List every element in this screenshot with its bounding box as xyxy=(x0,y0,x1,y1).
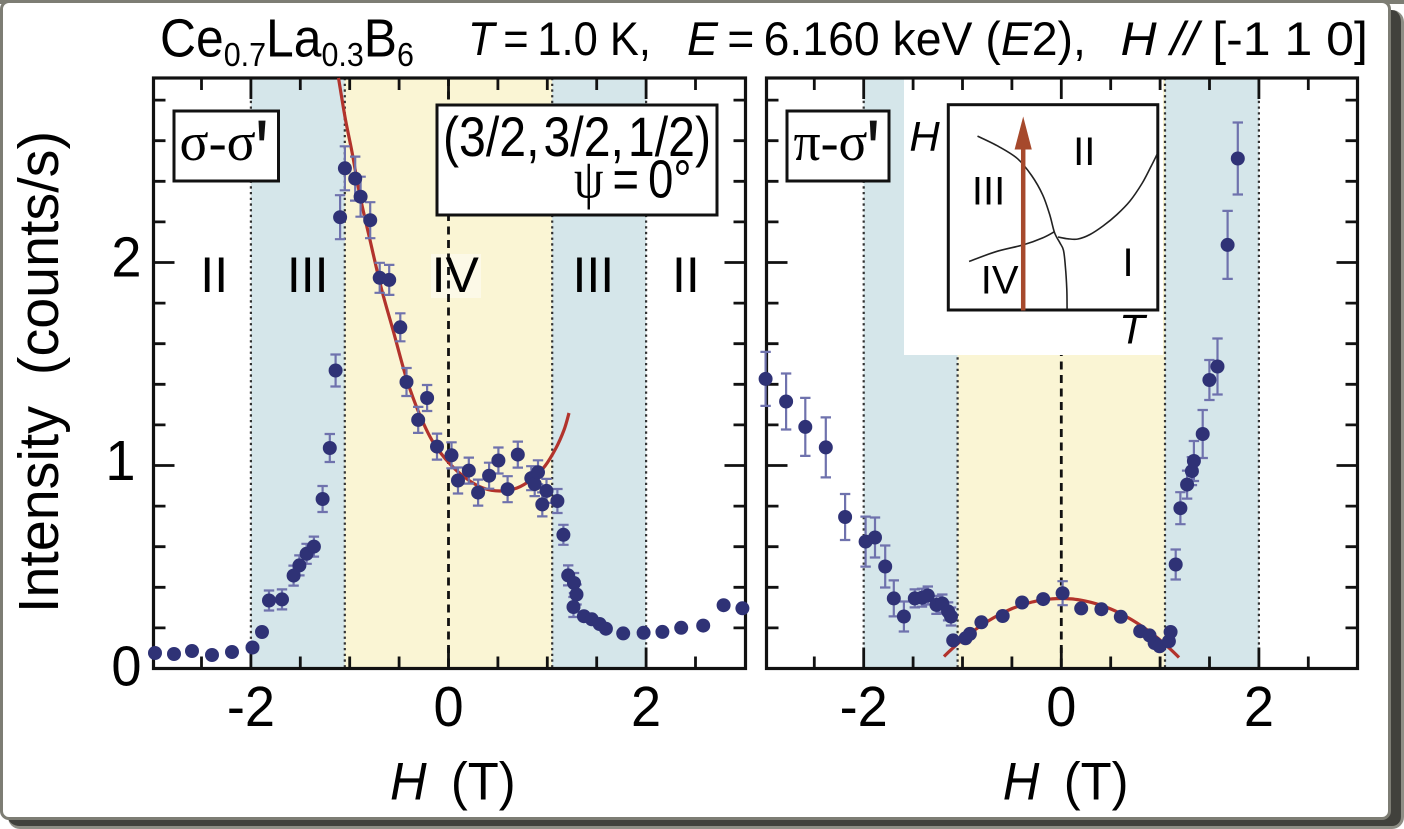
svg-text:σ-σ: σ-σ xyxy=(180,112,256,172)
svg-text:IV: IV xyxy=(432,247,480,303)
svg-text:H: H xyxy=(909,113,940,160)
svg-text:Ce0.7La0.3B6: Ce0.7La0.3B6 xyxy=(160,9,414,74)
svg-text:E = 6.160 keV (E2),: E = 6.160 keV (E2), xyxy=(687,13,1086,65)
svg-text:ψ = 0°: ψ = 0° xyxy=(574,149,691,211)
svg-text:2: 2 xyxy=(1244,675,1274,739)
svg-text:-2: -2 xyxy=(840,675,888,739)
svg-text:2: 2 xyxy=(111,225,141,289)
svg-text:II: II xyxy=(200,247,228,303)
svg-text:π-σ: π-σ xyxy=(794,112,868,172)
svg-text:I: I xyxy=(1122,241,1133,285)
svg-text:0: 0 xyxy=(433,675,463,739)
svg-text:II: II xyxy=(672,247,700,303)
svg-text:II: II xyxy=(1073,130,1095,174)
svg-text:-2: -2 xyxy=(227,675,275,739)
svg-text:2: 2 xyxy=(631,675,661,739)
svg-text:T: T xyxy=(1119,306,1148,353)
svg-text:III: III xyxy=(572,247,614,303)
svg-text:H (T): H (T) xyxy=(1003,751,1129,810)
svg-text:0: 0 xyxy=(1046,675,1076,739)
svg-text:Intensity (counts/s): Intensity (counts/s) xyxy=(6,131,70,613)
svg-text:0: 0 xyxy=(111,634,141,698)
svg-text:T = 1.0 K,: T = 1.0 K, xyxy=(468,12,651,65)
svg-text:H // [-1 1 0]: H // [-1 1 0] xyxy=(1121,13,1368,65)
svg-text:IV: IV xyxy=(981,258,1019,302)
svg-text:III: III xyxy=(972,170,1005,214)
svg-text:H (T): H (T) xyxy=(390,751,516,810)
svg-text:(3/2, 3/2, 1/2): (3/2, 3/2, 1/2) xyxy=(443,107,711,169)
svg-text:III: III xyxy=(287,247,329,303)
svg-text:1: 1 xyxy=(105,429,135,493)
